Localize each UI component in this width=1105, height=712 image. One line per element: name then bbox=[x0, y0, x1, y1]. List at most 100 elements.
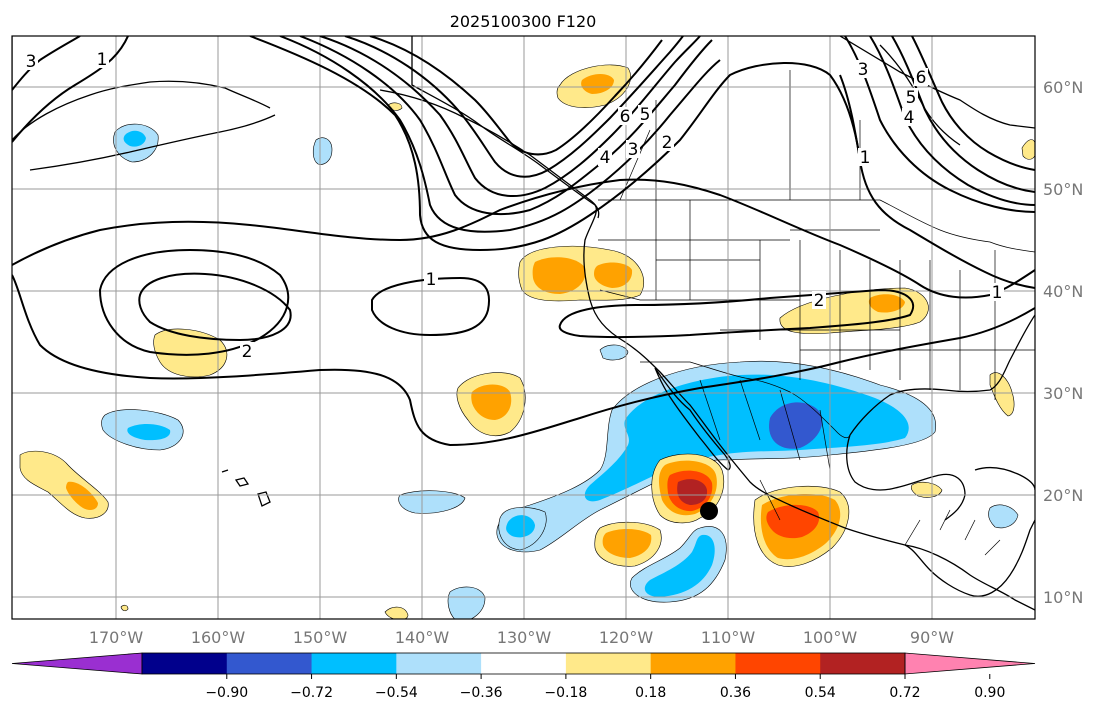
cuba-coast bbox=[974, 466, 1035, 491]
lat-label-20n: 20°N bbox=[1043, 486, 1083, 505]
lon-label-110w: 110°W bbox=[701, 628, 756, 647]
contour-label: 5 bbox=[906, 88, 917, 108]
lon-label-150w: 150°W bbox=[293, 628, 348, 647]
colorbar-segment bbox=[226, 653, 313, 674]
positive-anomaly-core bbox=[532, 257, 586, 294]
colorbar-segment bbox=[396, 653, 482, 674]
alaska-coast bbox=[12, 36, 271, 141]
lat-label-50n: 50°N bbox=[1043, 180, 1083, 199]
contour-label: 1 bbox=[97, 50, 108, 70]
negative-anomaly-region bbox=[447, 586, 486, 619]
negative-anomaly-core bbox=[127, 424, 171, 441]
negative-anomaly-core bbox=[123, 130, 146, 147]
contour-label-bg bbox=[598, 148, 612, 166]
positive-anomaly-region bbox=[120, 604, 129, 612]
contour-label-bg bbox=[812, 291, 826, 309]
contour-label: 3 bbox=[628, 140, 639, 160]
contour-line bbox=[319, 36, 701, 197]
contour-line bbox=[299, 36, 713, 216]
colorbar-segment bbox=[820, 653, 906, 674]
contour-label-bg bbox=[618, 107, 632, 125]
positive-anomaly-region bbox=[384, 606, 409, 619]
contour-label: 1 bbox=[860, 148, 871, 168]
contour-label-bg bbox=[856, 60, 870, 78]
contour-line bbox=[839, 74, 1035, 289]
colorbar-segment bbox=[481, 653, 567, 674]
alaska-panhandle-coast bbox=[379, 89, 600, 219]
contour-line bbox=[371, 276, 490, 337]
colorbar-tick-label: 0.90 bbox=[974, 685, 1005, 701]
contour-label-bg bbox=[240, 342, 254, 360]
contour-label: 4 bbox=[600, 148, 611, 168]
colorbar-tick-label: 0.36 bbox=[720, 685, 751, 701]
colorbar-segment bbox=[650, 653, 736, 674]
strong-positive-anomaly bbox=[766, 504, 820, 539]
positive-anomaly-core bbox=[868, 294, 905, 313]
lat-label-30n: 30°N bbox=[1043, 384, 1083, 403]
lat-label-10n: 10°N bbox=[1043, 588, 1083, 607]
contour-label-bg bbox=[660, 133, 674, 151]
lon-label-90w: 90°W bbox=[910, 628, 954, 647]
contour-line bbox=[138, 272, 292, 342]
colorbar-segment bbox=[565, 653, 652, 674]
colorbar-tick-label: 0.54 bbox=[805, 685, 836, 701]
colorbar-tick-label: −0.72 bbox=[290, 685, 333, 701]
graticule bbox=[12, 36, 1035, 619]
lon-label-140w: 140°W bbox=[395, 628, 450, 647]
contour-line bbox=[249, 36, 861, 252]
lat-label-60n: 60°N bbox=[1043, 78, 1083, 97]
contour-label-bg bbox=[638, 105, 652, 123]
lon-label-120w: 120°W bbox=[599, 628, 654, 647]
contour-labels: 3 1 6 5 4 3 2 6 5 4 3 1 1 2 bbox=[24, 50, 1004, 362]
central-america-borders bbox=[904, 509, 1001, 556]
contour-line bbox=[891, 36, 1035, 193]
positive-anomaly-region bbox=[153, 328, 228, 378]
colorbar-tick-label: −0.18 bbox=[544, 685, 587, 701]
gulf-coast bbox=[849, 314, 1035, 436]
contour-label: 4 bbox=[904, 108, 915, 128]
lon-label-160w: 160°W bbox=[191, 628, 246, 647]
colorbar-tick-label: −0.90 bbox=[205, 685, 248, 701]
negative-anomaly-region bbox=[599, 344, 629, 361]
contour-label: 6 bbox=[620, 107, 631, 127]
figure-title: 2025100300 F120 bbox=[450, 12, 597, 31]
contour-label-bg bbox=[904, 88, 918, 106]
contour-label: 1 bbox=[992, 283, 1003, 303]
negative-anomaly-core bbox=[506, 515, 535, 538]
longitude-labels: 170°W 160°W 150°W 140°W 130°W 120°W 110°… bbox=[89, 628, 954, 647]
colorbar-tick-label: −0.54 bbox=[375, 685, 418, 701]
contour-line bbox=[279, 36, 721, 233]
contour-line bbox=[869, 36, 1035, 206]
positive-anomaly-region bbox=[1021, 139, 1035, 160]
latitude-labels: 60°N 50°N 40°N 30°N 20°N 10°N bbox=[1043, 78, 1083, 607]
contour-label: 2 bbox=[242, 342, 253, 362]
contour-line bbox=[12, 36, 129, 143]
strong-negative-anomaly bbox=[769, 402, 823, 449]
contour-label-bg bbox=[95, 50, 109, 68]
positive-anomaly-region bbox=[910, 481, 943, 498]
aleutians-coast bbox=[29, 114, 276, 171]
contour-label-bg bbox=[626, 140, 640, 158]
us-canada-border bbox=[598, 199, 1035, 253]
colorbar-tick-label: −0.36 bbox=[460, 685, 503, 701]
contour-line bbox=[369, 36, 663, 156]
yucatan-coast bbox=[846, 434, 966, 521]
contour-line bbox=[911, 36, 1035, 171]
lon-label-170w: 170°W bbox=[89, 628, 144, 647]
colorbar-extend-max bbox=[904, 652, 1036, 675]
very-strong-positive-anomaly bbox=[677, 479, 708, 505]
colorbar-segment bbox=[311, 653, 397, 674]
central-america-coast bbox=[904, 544, 1035, 611]
negative-anomaly-region bbox=[312, 137, 333, 165]
negative-anomaly-core bbox=[584, 374, 909, 502]
negative-anomaly-region bbox=[398, 490, 466, 514]
colorbar: −0.90 −0.72 −0.54 −0.36 −0.18 0.18 0.36 0.54 0.7… bbox=[11, 652, 1036, 701]
negative-anomaly-region bbox=[988, 504, 1019, 529]
lon-label-130w: 130°W bbox=[497, 628, 552, 647]
contour-label-bg bbox=[858, 148, 872, 166]
contour-label-bg bbox=[24, 52, 38, 70]
colorbar-extend-min bbox=[11, 652, 143, 675]
colorbar-segment bbox=[142, 653, 228, 674]
colorbar-frame bbox=[141, 652, 906, 675]
